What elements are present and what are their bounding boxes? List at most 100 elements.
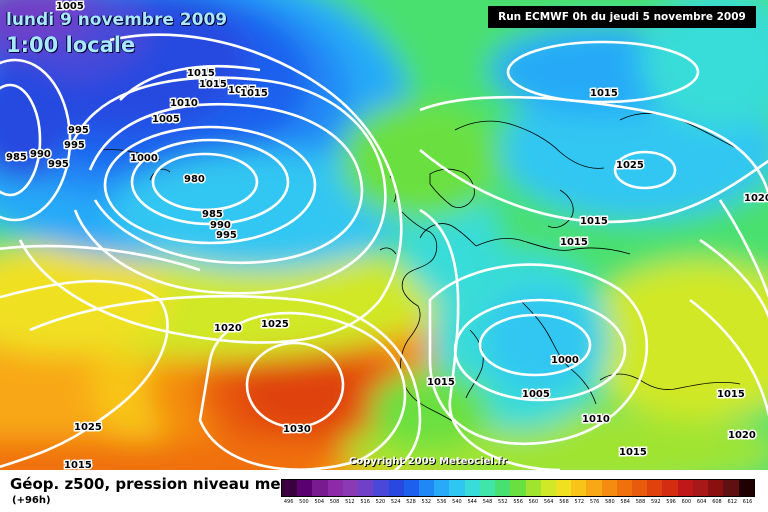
isobar-label: 1025 — [616, 160, 644, 171]
scale-swatch — [586, 480, 602, 496]
legend-title: Géop. z500, pression niveau mer — [10, 475, 288, 493]
isobar-label: 1010 — [582, 414, 610, 425]
scale-swatch — [708, 480, 724, 496]
isobar-label: 980 — [184, 174, 205, 185]
color-scale-ticks: 496 500 504 508 512 516 520 524 528 532 536 540 544 5… — [281, 497, 755, 507]
scale-swatch — [297, 480, 313, 496]
isobar-1015-ne — [419, 149, 768, 224]
isobar-1005 — [18, 33, 403, 344]
isobar-label: 1020 — [744, 193, 768, 204]
isobar-1000-ce — [478, 313, 592, 377]
scale-swatch — [282, 480, 298, 496]
isobar-label: 1020 — [728, 430, 756, 441]
isobar-labels: 1005 1015 1015 1015 1015 1010 1005 995 9… — [5, 0, 768, 470]
scale-tick-label: 500 — [299, 499, 309, 505]
scale-swatch — [342, 480, 359, 496]
isobar-1015-se — [689, 298, 768, 418]
scale-tick-label: 560 — [528, 499, 539, 505]
scale-tick-label: 556 — [513, 499, 523, 505]
isobar-1020-high — [29, 294, 422, 470]
scale-tick-label: 600 — [681, 499, 692, 505]
scale-tick-label: 580 — [605, 499, 615, 505]
isobar-label: 1020 — [214, 323, 242, 334]
isobar-1000 — [68, 76, 387, 295]
scale-swatch — [525, 480, 541, 496]
isobar-label: 1030 — [283, 424, 311, 435]
isobar-label: 1000 — [130, 153, 158, 164]
forecast-map: 1005 1015 1015 1015 1015 1010 1005 995 9… — [0, 0, 768, 470]
isobar-label: 1015 — [64, 460, 92, 470]
isobar-1010 — [119, 64, 261, 101]
isobar-west-995 — [0, 58, 72, 222]
scale-swatch — [723, 480, 739, 496]
copyright-text: Copyright 2009 Meteociel.fr — [349, 456, 507, 467]
map-canvas: 1005 1015 1015 1015 1015 1010 1005 995 9… — [0, 0, 768, 470]
scale-swatch — [403, 480, 419, 496]
scale-swatch — [738, 480, 754, 496]
scale-tick-label: 588 — [635, 499, 646, 505]
isobar-label: 1025 — [74, 422, 102, 433]
scale-tick-label: 532 — [421, 499, 432, 505]
scale-tick-label: 568 — [559, 499, 569, 505]
scale-tick-label: 596 — [666, 499, 676, 505]
isobar-label: 1000 — [551, 355, 579, 366]
scale-tick-label: 528 — [406, 499, 416, 505]
isobar-985 — [130, 138, 290, 226]
scale-tick-label: 540 — [452, 499, 462, 505]
isobars — [0, 33, 768, 470]
isobar-label: 1015 — [590, 88, 618, 99]
scale-swatch — [601, 480, 617, 496]
color-scale: 496 500 504 508 512 516 520 524 528 532 536 540 544 5… — [281, 479, 755, 507]
scale-swatch — [449, 480, 465, 496]
isobar-label: 995 — [64, 140, 85, 151]
scale-swatch — [358, 480, 374, 496]
isobar-label: 990 — [30, 149, 51, 160]
scale-tick-label: 504 — [314, 499, 325, 505]
isobar-west-985 — [0, 83, 42, 197]
isobar-label: 1005 — [56, 1, 84, 12]
scale-swatch — [327, 480, 343, 496]
isobar-label: 985 — [6, 152, 27, 163]
isobar-1025-west — [0, 279, 169, 469]
forecast-date: lundi 9 novembre 2009 — [6, 10, 228, 30]
scale-tick-label: 516 — [360, 499, 370, 505]
scale-swatch — [312, 480, 328, 496]
isobar-label: 1015 — [240, 88, 268, 99]
scale-tick-label: 584 — [620, 499, 630, 505]
scale-tick-label: 524 — [390, 499, 401, 505]
scale-swatch — [540, 480, 556, 496]
scale-swatch — [692, 480, 709, 496]
scale-tick-label: 548 — [482, 499, 493, 505]
isobar-980 — [151, 152, 259, 212]
isobar-1025-ne — [613, 150, 677, 190]
scale-swatch — [632, 480, 648, 496]
isobar-label: 995 — [48, 159, 69, 170]
isobar-label: 1015 — [560, 237, 588, 248]
legend-bar: Géop. z500, pression niveau mer (+96h) 4… — [0, 470, 768, 512]
isobar-1015-west — [0, 244, 201, 272]
isobar-995 — [88, 103, 364, 265]
isobar-label: 1015 — [717, 389, 745, 400]
isobar-label: 995 — [68, 125, 89, 136]
scale-swatch — [677, 480, 693, 496]
scale-swatch — [464, 480, 480, 496]
isobar-label: 1015 — [187, 68, 215, 79]
isobar-label: 1015 — [427, 377, 455, 388]
scale-swatch — [434, 480, 450, 496]
isobar-label: 1015 — [228, 85, 256, 96]
isobar-1015-ce — [419, 208, 561, 470]
scale-tick-label: 536 — [436, 499, 447, 505]
scale-tick-label: 508 — [329, 499, 340, 505]
scale-swatch — [571, 480, 587, 496]
scale-swatch — [647, 480, 663, 496]
isobar-1015-north — [506, 40, 700, 104]
scale-tick-label: 564 — [543, 499, 554, 505]
isobar-label: 1005 — [522, 389, 550, 400]
isobar-label: 1015 — [619, 447, 647, 458]
legend-subtitle: (+96h) — [12, 495, 51, 506]
isobar-1015-east — [718, 199, 768, 299]
scale-swatch — [495, 480, 511, 496]
scale-tick-label: 552 — [498, 499, 508, 505]
scale-swatch — [510, 480, 526, 496]
